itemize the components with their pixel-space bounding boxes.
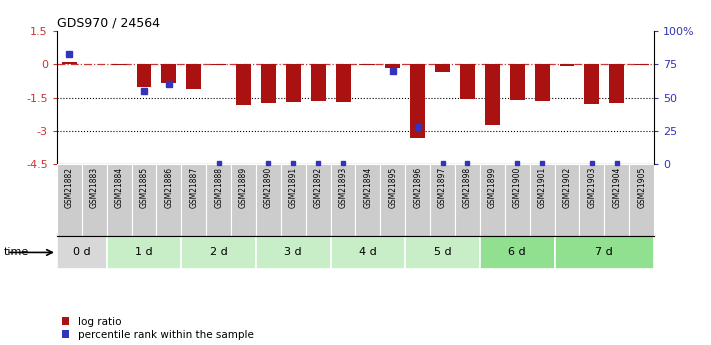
Bar [530,164,555,236]
Bar [480,236,555,269]
Bar [161,65,176,83]
Bar [261,65,276,103]
Text: 7 d: 7 d [596,247,613,257]
Bar [535,65,550,101]
Text: GSM21891: GSM21891 [289,167,298,208]
Text: GSM21894: GSM21894 [363,167,373,208]
Bar [609,65,624,103]
Text: GDS970 / 24564: GDS970 / 24564 [57,17,160,30]
Bar [256,164,281,236]
Text: GSM21887: GSM21887 [189,167,198,208]
Bar [231,164,256,236]
Bar [236,65,251,106]
Text: GSM21892: GSM21892 [314,167,323,208]
Text: GSM21901: GSM21901 [538,167,547,208]
Bar [385,65,400,68]
Text: GSM21898: GSM21898 [463,167,472,208]
Bar [181,164,206,236]
Bar [405,164,430,236]
Text: 4 d: 4 d [359,247,377,257]
Bar [331,236,405,269]
Text: GSM21896: GSM21896 [413,167,422,208]
Bar [455,164,480,236]
Bar [480,164,505,236]
Bar [82,164,107,236]
Text: GSM21900: GSM21900 [513,167,522,208]
Bar [579,164,604,236]
Bar [206,164,231,236]
Text: GSM21883: GSM21883 [90,167,99,208]
Bar [460,65,475,99]
Bar [286,65,301,102]
Text: GSM21904: GSM21904 [612,167,621,208]
Bar [181,236,256,269]
Bar [410,65,425,138]
Text: GSM21905: GSM21905 [637,167,646,208]
Bar [336,65,351,102]
Bar [132,164,156,236]
Text: GSM21889: GSM21889 [239,167,248,208]
Text: 3 d: 3 d [284,247,302,257]
Bar [555,236,654,269]
Text: time: time [4,247,29,257]
Text: GSM21884: GSM21884 [114,167,124,208]
Text: GSM21882: GSM21882 [65,167,74,207]
Legend: log ratio, percentile rank within the sample: log ratio, percentile rank within the sa… [62,317,254,340]
Bar [281,164,306,236]
Bar [107,164,132,236]
Text: GSM21893: GSM21893 [338,167,348,208]
Bar [306,164,331,236]
Bar [604,164,629,236]
Bar [211,65,226,66]
Text: GSM21903: GSM21903 [587,167,597,208]
Bar [311,65,326,101]
Bar [57,164,82,236]
Text: GSM21895: GSM21895 [388,167,397,208]
Bar [62,62,77,65]
Text: GSM21902: GSM21902 [562,167,572,208]
Text: GSM21885: GSM21885 [139,167,149,208]
Bar [629,164,654,236]
Text: 1 d: 1 d [135,247,153,257]
Text: 5 d: 5 d [434,247,451,257]
Bar [107,236,181,269]
Text: 0 d: 0 d [73,247,90,257]
Text: GSM21899: GSM21899 [488,167,497,208]
Bar [57,236,107,269]
Text: 2 d: 2 d [210,247,228,257]
Text: GSM21890: GSM21890 [264,167,273,208]
Bar [584,65,599,105]
Bar [156,164,181,236]
Bar [435,65,450,72]
Bar [560,65,574,66]
Bar [430,164,455,236]
Bar [380,164,405,236]
Bar [186,65,201,89]
Bar [112,65,127,66]
Bar [634,65,649,66]
Text: GSM21897: GSM21897 [438,167,447,208]
Bar [485,65,500,126]
Bar [505,164,530,236]
Text: GSM21886: GSM21886 [164,167,173,208]
Text: 6 d: 6 d [508,247,526,257]
Bar [137,65,151,87]
Bar [356,164,380,236]
Text: GSM21888: GSM21888 [214,167,223,207]
Bar [405,236,480,269]
Bar [555,164,579,236]
Bar [510,65,525,100]
Bar [256,236,331,269]
Bar [331,164,356,236]
